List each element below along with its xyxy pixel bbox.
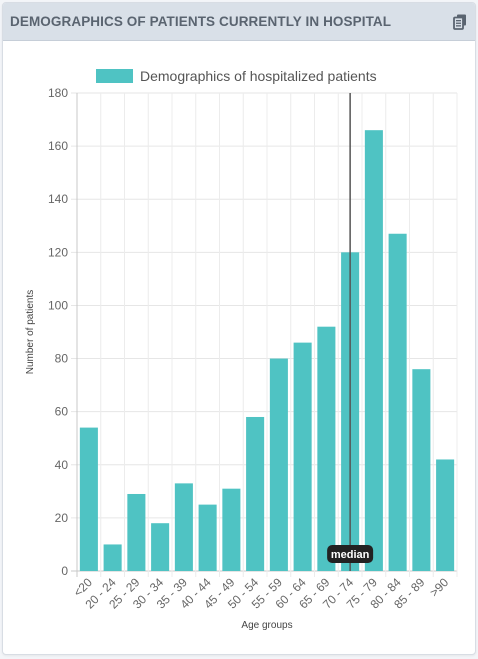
bar-chart: Demographics of hospitalized patients 0 2… bbox=[25, 68, 458, 631]
bar[interactable] bbox=[103, 544, 122, 571]
median-label: median bbox=[331, 549, 370, 561]
y-axis-title: Number of patients bbox=[25, 290, 36, 375]
bar[interactable] bbox=[436, 459, 455, 571]
card-title: DEMOGRAPHICS OF PATIENTS CURRENTLY IN HO… bbox=[10, 14, 392, 29]
y-tick-label: 160 bbox=[48, 139, 68, 153]
legend[interactable]: Demographics of hospitalized patients bbox=[96, 68, 377, 84]
bar[interactable] bbox=[388, 233, 407, 571]
bar[interactable] bbox=[127, 493, 146, 571]
y-tick-label: 60 bbox=[55, 405, 69, 419]
y-tick-label: 80 bbox=[55, 352, 69, 366]
card-header: DEMOGRAPHICS OF PATIENTS CURRENTLY IN HO… bbox=[3, 3, 475, 41]
median-annotation: median bbox=[327, 93, 374, 571]
x-tick-label: >90 bbox=[427, 575, 452, 600]
bar[interactable] bbox=[412, 369, 431, 571]
y-tick-label: 0 bbox=[61, 564, 68, 578]
bar[interactable] bbox=[174, 483, 193, 571]
y-tick-label: 120 bbox=[48, 245, 68, 259]
y-tick-label: 40 bbox=[55, 458, 69, 472]
y-tick-label: 180 bbox=[48, 86, 68, 100]
median-tag bbox=[327, 545, 374, 563]
bar[interactable] bbox=[364, 130, 383, 571]
bars bbox=[79, 130, 455, 572]
bar[interactable] bbox=[198, 504, 217, 571]
y-tick-label: 100 bbox=[48, 298, 68, 312]
legend-label: Demographics of hospitalized patients bbox=[140, 68, 377, 84]
copy-icon[interactable] bbox=[453, 14, 467, 30]
bar[interactable] bbox=[293, 342, 312, 571]
bar[interactable] bbox=[222, 488, 241, 571]
legend-swatch bbox=[96, 69, 133, 83]
bar[interactable] bbox=[151, 523, 170, 571]
bar[interactable] bbox=[269, 358, 288, 571]
bar[interactable] bbox=[79, 427, 98, 571]
y-tick-label: 20 bbox=[55, 511, 69, 525]
y-tick-label: 140 bbox=[48, 192, 68, 206]
x-axis-title: Age groups bbox=[241, 620, 292, 631]
y-axis-ticks: 0 20 40 60 80 100 120 140 160 180 bbox=[48, 86, 68, 578]
bar[interactable] bbox=[246, 416, 265, 571]
bar[interactable] bbox=[317, 326, 336, 571]
chart-area: Demographics of hospitalized patients 0 2… bbox=[3, 41, 475, 653]
